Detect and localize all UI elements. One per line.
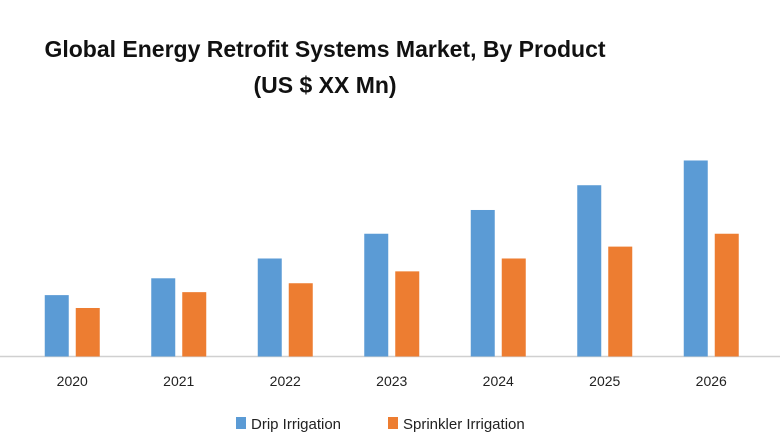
bar-drip-irrigation-2020 xyxy=(44,295,69,357)
bar-drip-irrigation-2021 xyxy=(151,278,176,357)
bar-sprinkler-irrigation-2022 xyxy=(288,283,313,357)
x-tick-label: 2023 xyxy=(376,373,407,389)
x-tick-label: 2025 xyxy=(589,373,620,389)
chart-subtitle: (US $ XX Mn) xyxy=(253,72,397,98)
bar-drip-irrigation-2023 xyxy=(364,233,389,357)
bar-sprinkler-irrigation-2025 xyxy=(608,246,633,357)
chart-title: Global Energy Retrofit Systems Market, B… xyxy=(44,36,606,62)
bar-drip-irrigation-2026 xyxy=(683,160,708,357)
bar-drip-irrigation-2025 xyxy=(577,185,602,357)
legend-label: Drip Irrigation xyxy=(251,416,341,433)
legend-label: Sprinkler Irrigation xyxy=(403,416,525,433)
bar-sprinkler-irrigation-2026 xyxy=(714,233,739,357)
x-tick-label: 2024 xyxy=(483,373,514,389)
bar-drip-irrigation-2024 xyxy=(470,209,495,357)
x-tick-label: 2026 xyxy=(696,373,727,389)
bar-sprinkler-irrigation-2023 xyxy=(395,271,420,357)
bar-drip-irrigation-2022 xyxy=(257,258,282,357)
bar-sprinkler-irrigation-2021 xyxy=(182,292,207,357)
x-tick-label: 2020 xyxy=(57,373,88,389)
bar-sprinkler-irrigation-2024 xyxy=(501,258,526,357)
x-tick-label: 2021 xyxy=(163,373,194,389)
legend-swatch xyxy=(236,417,246,429)
bar-sprinkler-irrigation-2020 xyxy=(75,307,100,357)
legend-swatch xyxy=(388,417,398,429)
x-tick-label: 2022 xyxy=(270,373,301,389)
